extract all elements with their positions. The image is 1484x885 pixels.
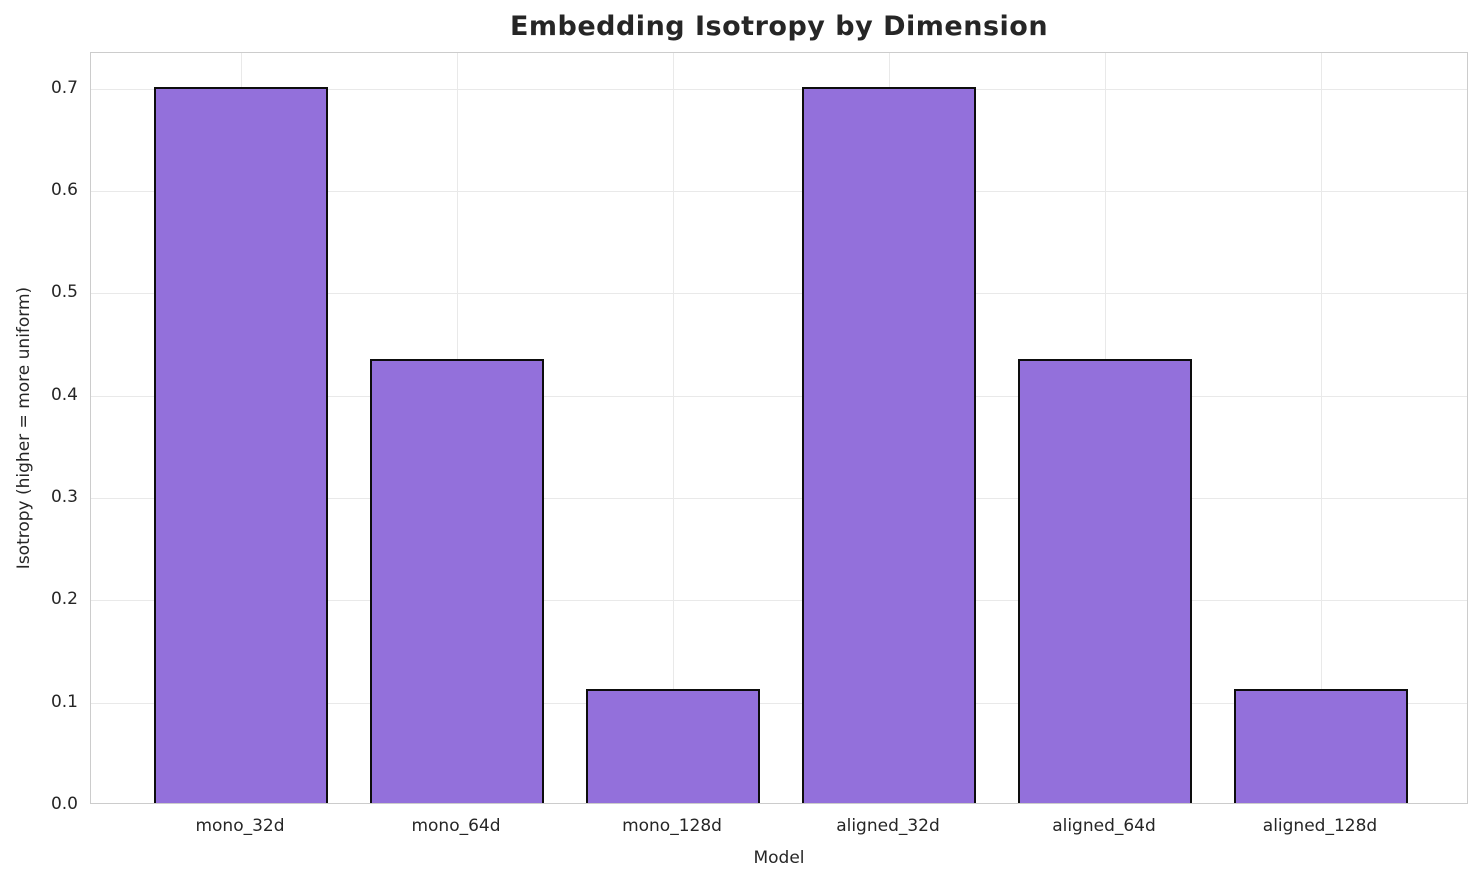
y-tick-label: 0.6: [50, 180, 78, 201]
y-tick-label: 0.5: [50, 282, 78, 303]
y-tick-label: 0.0: [50, 794, 78, 814]
x-tick-label: aligned_64d: [1052, 816, 1156, 836]
x-tick-label: mono_128d: [622, 816, 722, 836]
x-tick-label: mono_64d: [411, 816, 501, 836]
bar-mono_64d: [370, 358, 544, 803]
x-tick-label: aligned_128d: [1262, 816, 1378, 836]
x-tick-label: aligned_32d: [836, 816, 940, 836]
gridline-horizontal: [91, 293, 1467, 295]
bar-mono_32d: [154, 86, 328, 803]
chart-title: Embedding Isotropy by Dimension: [509, 11, 1049, 42]
y-tick-label: 0.1: [50, 691, 78, 712]
gridline-horizontal: [91, 600, 1467, 602]
gridline-horizontal: [91, 88, 1467, 90]
gridline-vertical: [673, 53, 674, 803]
y-axis-label: Isotropy (higher = more uniform): [14, 286, 34, 570]
bar-aligned_64d: [1018, 358, 1192, 803]
gridline-horizontal: [91, 395, 1467, 397]
y-tick-label: 0.2: [50, 589, 78, 610]
gridline-vertical: [1321, 53, 1322, 803]
y-tick-label: 0.7: [50, 77, 78, 98]
y-tick-label: 0.4: [50, 384, 78, 405]
bar-aligned_128d: [1234, 689, 1408, 803]
gridline-horizontal: [91, 191, 1467, 193]
gridline-horizontal: [91, 702, 1467, 704]
bar-aligned_32d: [802, 86, 976, 803]
x-tick-label: mono_32d: [195, 816, 285, 836]
plot-area: [90, 52, 1468, 804]
y-tick-label: 0.3: [50, 487, 78, 508]
bar-mono_128d: [586, 689, 760, 803]
x-axis-label: Model: [753, 848, 805, 868]
gridline-horizontal: [91, 498, 1467, 500]
